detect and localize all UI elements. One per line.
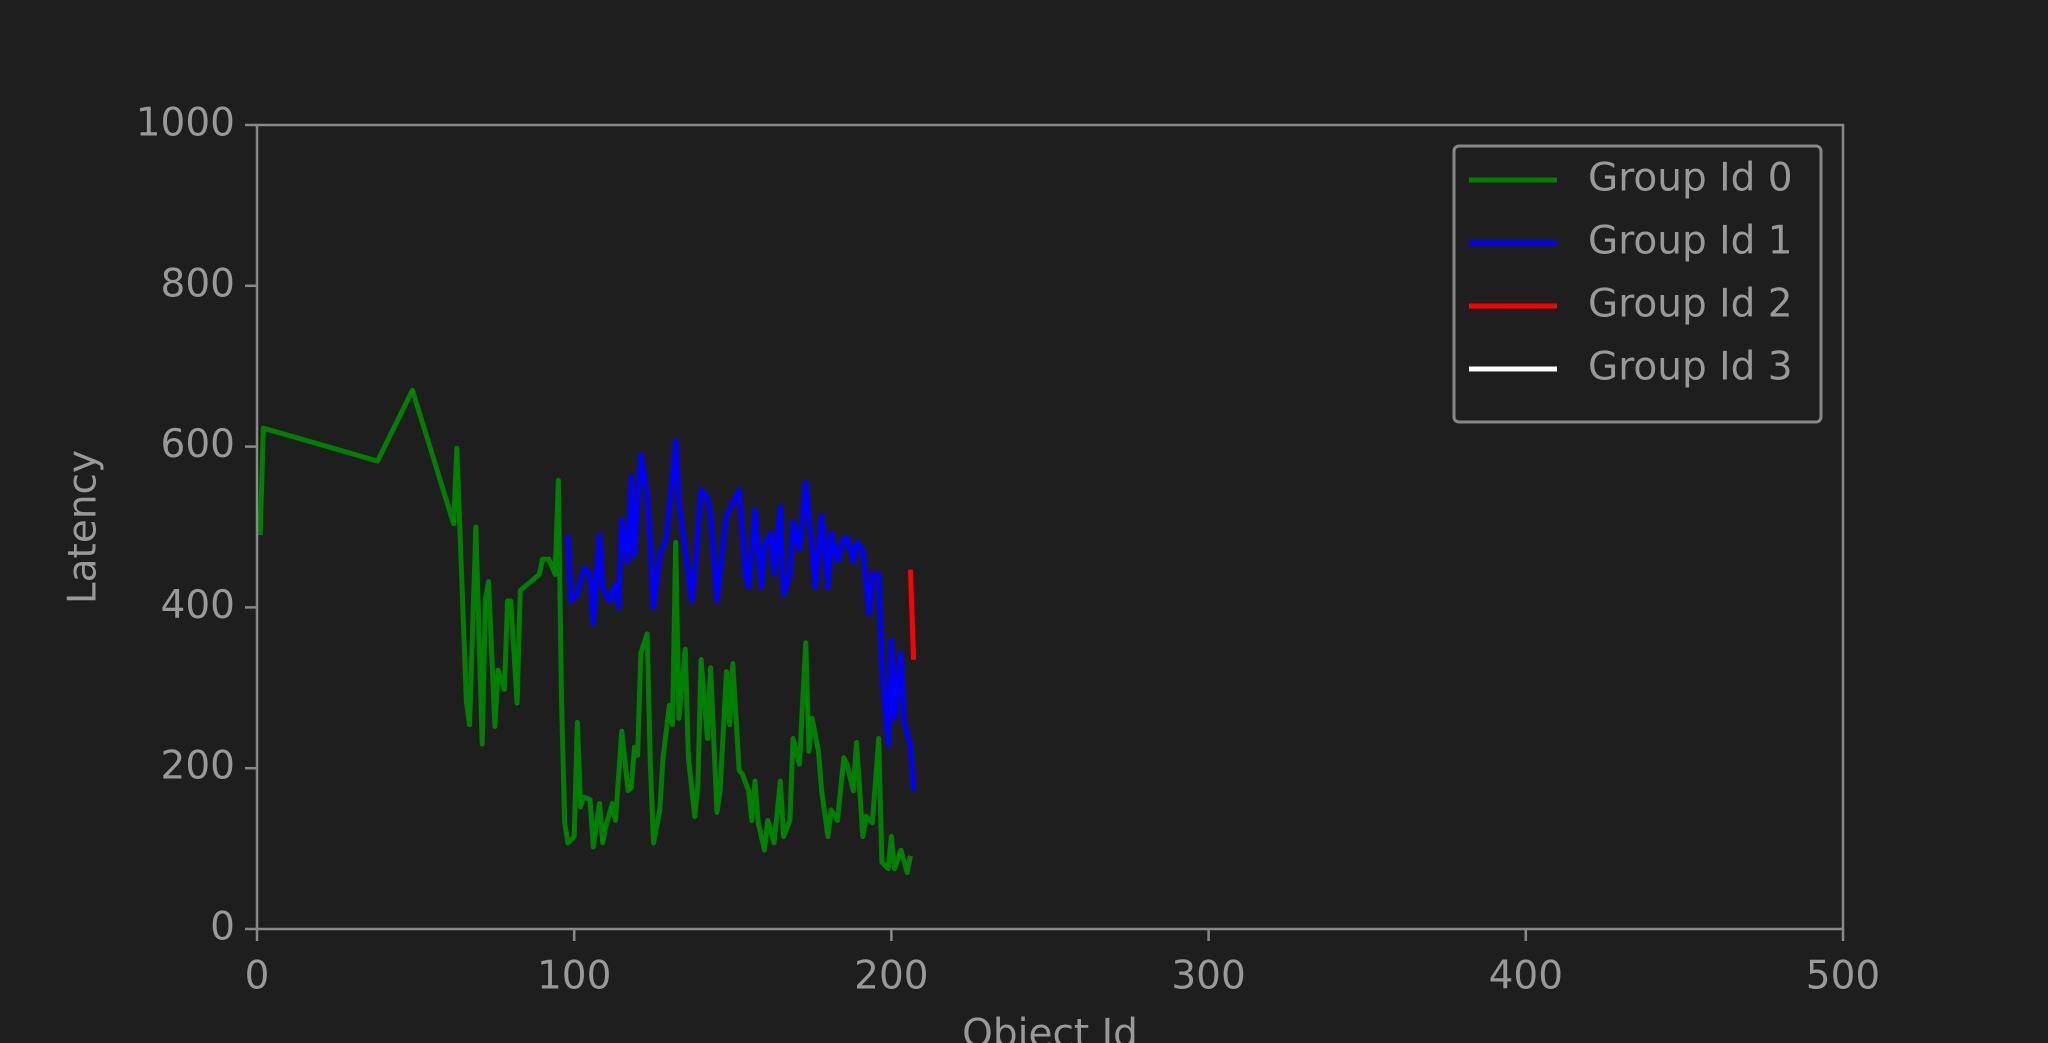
plot-frame <box>255 123 1845 931</box>
y-tick-label: 400 <box>161 583 235 628</box>
y-tick-label: 0 <box>210 905 235 950</box>
x-tick-label: 200 <box>854 954 928 999</box>
series-line <box>257 387 913 876</box>
x-tick-label: 0 <box>245 954 270 999</box>
y-tick-label: 200 <box>161 744 235 789</box>
y-tick-label: 800 <box>161 261 235 306</box>
legend-label: Group Id 1 <box>1588 219 1793 264</box>
legend-box <box>1452 144 1823 424</box>
x-axis-label: Object Id <box>962 1012 1138 1043</box>
y-tick-label: 600 <box>161 422 235 467</box>
series-line <box>565 438 917 791</box>
legend-label: Group Id 3 <box>1588 345 1793 390</box>
x-tick-label: 500 <box>1806 954 1880 999</box>
legend-label: Group Id 2 <box>1588 282 1793 327</box>
x-tick-label: 400 <box>1489 954 1563 999</box>
y-axis-label: Latency <box>61 450 106 604</box>
x-tick-label: 300 <box>1171 954 1245 999</box>
x-tick-label: 100 <box>537 954 611 999</box>
legend-label: Group Id 0 <box>1588 156 1793 201</box>
y-tick-label: 1000 <box>136 101 235 146</box>
series-line <box>907 569 917 660</box>
